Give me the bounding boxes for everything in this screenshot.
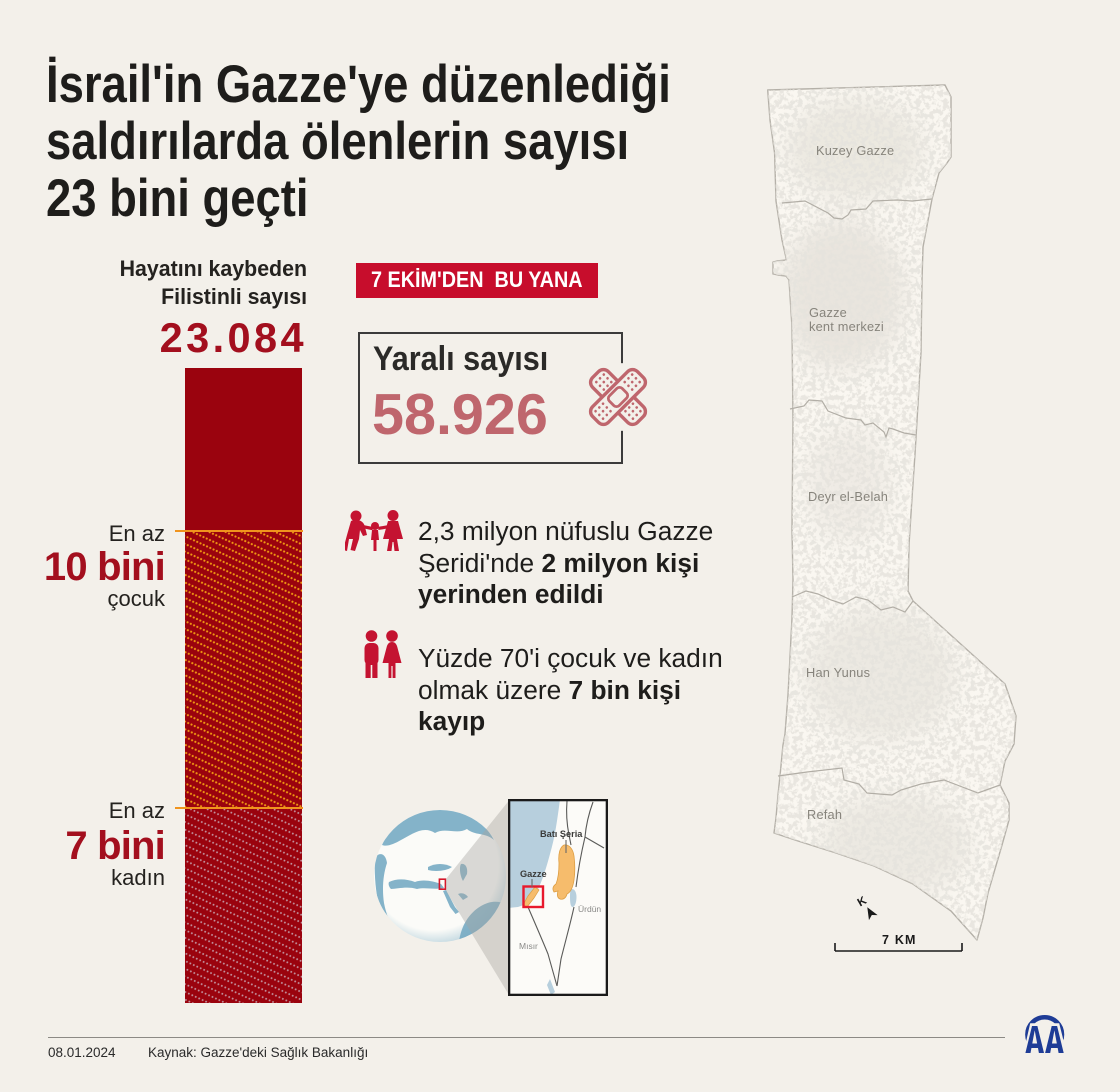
svg-text:Ürdün: Ürdün <box>578 904 601 914</box>
svg-text:kent merkezi: kent merkezi <box>809 319 884 334</box>
svg-text:7 KM: 7 KM <box>882 933 917 947</box>
svg-text:K: K <box>856 894 870 909</box>
svg-text:Refah: Refah <box>807 807 842 822</box>
svg-text:Han Yunus: Han Yunus <box>806 665 870 680</box>
svg-text:Gazze: Gazze <box>809 305 847 320</box>
svg-text:Gazze: Gazze <box>520 869 547 879</box>
svg-text:Mısır: Mısır <box>519 941 538 951</box>
svg-text:Kuzey Gazze: Kuzey Gazze <box>816 143 894 158</box>
svg-text:Deyr el-Belah: Deyr el-Belah <box>808 489 888 504</box>
svg-text:Batı Şeria: Batı Şeria <box>540 829 583 839</box>
